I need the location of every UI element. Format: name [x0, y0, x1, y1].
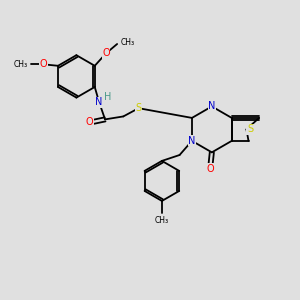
- Text: N: N: [208, 101, 215, 111]
- Text: O: O: [102, 48, 110, 59]
- Text: CH₃: CH₃: [155, 216, 169, 225]
- Text: H: H: [104, 92, 112, 102]
- Text: N: N: [95, 97, 103, 107]
- Text: O: O: [40, 59, 47, 69]
- Text: O: O: [85, 117, 93, 127]
- Text: O: O: [206, 164, 214, 174]
- Text: S: S: [247, 124, 253, 134]
- Text: CH₃: CH₃: [14, 60, 28, 69]
- Text: CH₃: CH₃: [121, 38, 135, 47]
- Text: S: S: [136, 103, 142, 113]
- Text: N: N: [188, 136, 196, 146]
